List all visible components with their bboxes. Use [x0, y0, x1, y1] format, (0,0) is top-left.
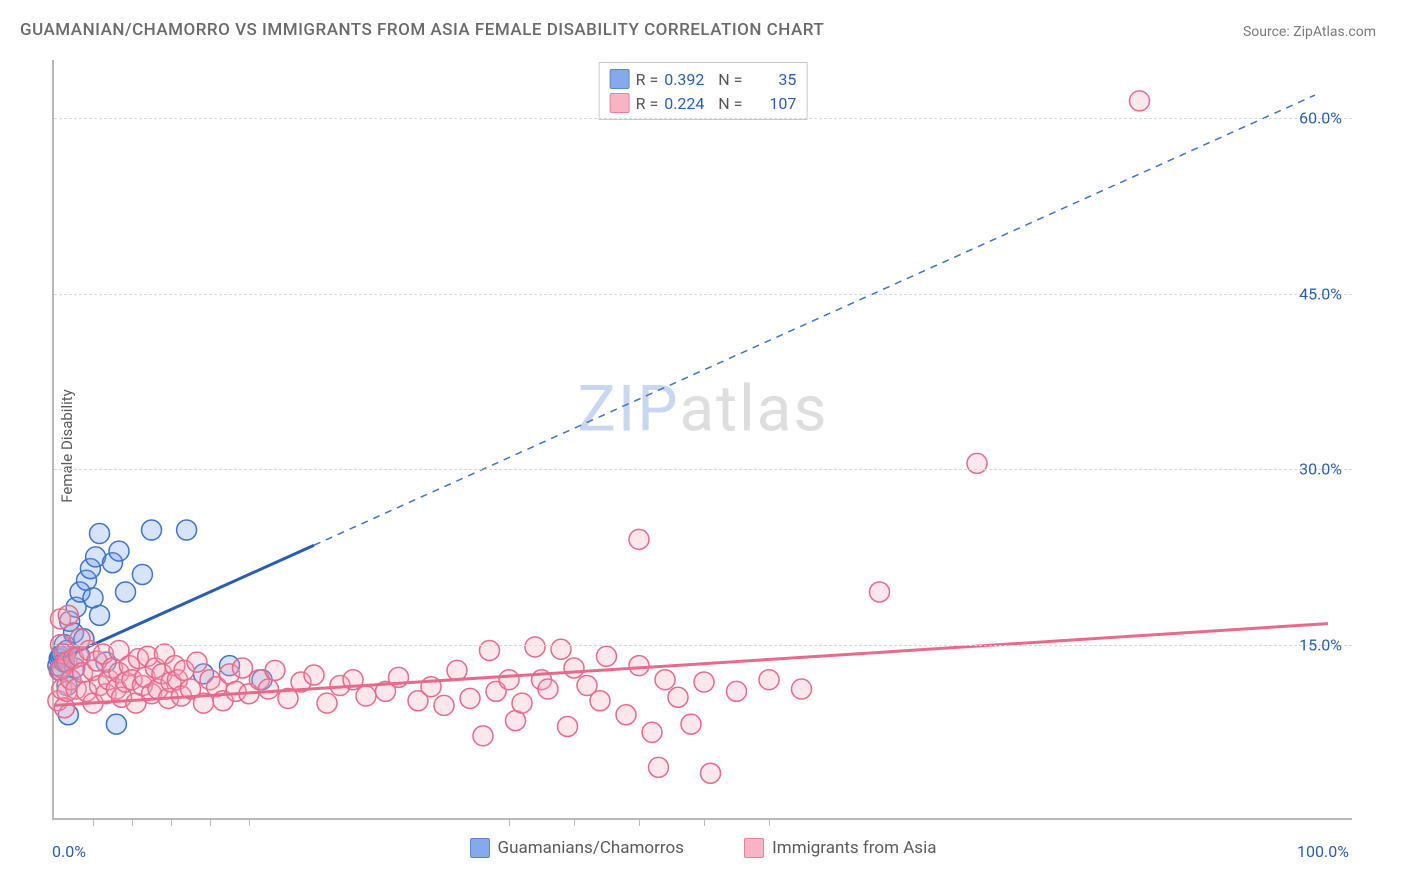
bottom-legend: Guamanians/Chamorros Immigrants from Asi… [54, 838, 1352, 863]
data-point-pink [447, 660, 467, 680]
data-point-pink [967, 453, 987, 473]
data-point-pink [655, 670, 675, 690]
data-point-pink [759, 670, 779, 690]
data-point-blue [90, 605, 110, 625]
y-tick-label: 30.0% [1299, 460, 1342, 479]
legend-swatch-blue [470, 838, 490, 858]
data-point-pink [590, 691, 610, 711]
x-tick [509, 818, 510, 826]
x-min-label: 0.0% [52, 842, 86, 861]
n-value-pink: 107 [748, 94, 796, 113]
r-value-pink: 0.224 [664, 94, 712, 113]
data-point-pink [792, 679, 812, 699]
y-tick-label: 45.0% [1299, 284, 1342, 303]
swatch-pink [610, 93, 630, 113]
n-label: N = [718, 94, 742, 113]
n-value-blue: 35 [748, 70, 796, 89]
x-tick [769, 818, 770, 826]
chart-svg-layer [54, 60, 1352, 818]
data-point-pink [642, 722, 662, 742]
data-point-pink [480, 640, 500, 660]
x-max-label: 100.0% [1297, 842, 1349, 861]
data-point-pink [187, 652, 207, 672]
plot-area: ZIPatlas R = 0.392 N = 35 R = 0.224 N = … [52, 60, 1352, 820]
data-point-pink [233, 658, 253, 678]
data-point-pink [499, 670, 519, 690]
legend-item-pink: Immigrants from Asia [744, 838, 936, 858]
data-point-pink [525, 637, 545, 657]
stats-box: R = 0.392 N = 35 R = 0.224 N = 107 [599, 62, 808, 120]
data-point-pink [512, 693, 532, 713]
x-tick [93, 818, 94, 826]
data-point-pink [473, 726, 493, 746]
source-link[interactable]: ZipAtlas.com [1293, 24, 1376, 40]
n-label: N = [718, 70, 742, 89]
data-point-pink [460, 688, 480, 708]
gridline [54, 469, 1352, 470]
data-point-pink [597, 646, 617, 666]
correlation-chart: GUAMANIAN/CHAMORRO VS IMMIGRANTS FROM AS… [0, 0, 1406, 892]
data-point-blue [142, 520, 162, 540]
data-point-blue [90, 524, 110, 544]
stats-row-pink: R = 0.224 N = 107 [610, 91, 797, 115]
data-point-pink [58, 605, 78, 625]
data-point-pink [558, 716, 578, 736]
legend-label-pink: Immigrants from Asia [772, 838, 936, 858]
legend-item-blue: Guamanians/Chamorros [470, 838, 684, 858]
source-attribution: Source: ZipAtlas.com [1243, 24, 1376, 40]
data-point-pink [317, 693, 337, 713]
data-point-pink [564, 658, 584, 678]
data-point-pink [434, 695, 454, 715]
data-point-pink [304, 665, 324, 685]
gridline [54, 645, 1352, 646]
r-label: R = [636, 70, 659, 89]
stats-row-blue: R = 0.392 N = 35 [610, 67, 797, 91]
data-point-pink [701, 763, 721, 783]
data-point-pink [538, 679, 558, 699]
x-tick [249, 818, 250, 826]
chart-title: GUAMANIAN/CHAMORRO VS IMMIGRANTS FROM AS… [20, 20, 824, 40]
trendline-dashed-blue [314, 95, 1315, 545]
data-point-pink [870, 582, 890, 602]
legend-swatch-pink [744, 838, 764, 858]
source-label: Source: [1243, 24, 1290, 40]
data-point-blue [132, 564, 152, 584]
data-point-pink [649, 757, 669, 777]
data-point-pink [681, 714, 701, 734]
y-tick-label: 15.0% [1299, 635, 1342, 654]
x-tick [171, 818, 172, 826]
data-point-blue [106, 714, 126, 734]
data-point-pink [629, 656, 649, 676]
swatch-blue [610, 69, 630, 89]
gridline [54, 118, 1352, 119]
r-value-blue: 0.392 [664, 70, 712, 89]
x-tick [574, 818, 575, 826]
data-point-pink [265, 660, 285, 680]
data-point-pink [629, 529, 649, 549]
x-tick [639, 818, 640, 826]
data-point-pink [551, 639, 571, 659]
x-tick [210, 818, 211, 826]
legend-label-blue: Guamanians/Chamorros [498, 838, 684, 858]
x-tick [132, 818, 133, 826]
y-tick-label: 60.0% [1299, 109, 1342, 128]
data-point-pink [1130, 91, 1150, 111]
data-point-blue [109, 541, 129, 561]
gridline [54, 294, 1352, 295]
data-point-blue [116, 582, 136, 602]
data-point-pink [694, 672, 714, 692]
r-label: R = [636, 94, 659, 113]
x-tick [704, 818, 705, 826]
data-point-pink [616, 705, 636, 725]
data-point-blue [177, 520, 197, 540]
data-point-pink [727, 681, 747, 701]
data-point-pink [259, 679, 279, 699]
data-point-pink [356, 686, 376, 706]
data-point-pink [668, 687, 688, 707]
